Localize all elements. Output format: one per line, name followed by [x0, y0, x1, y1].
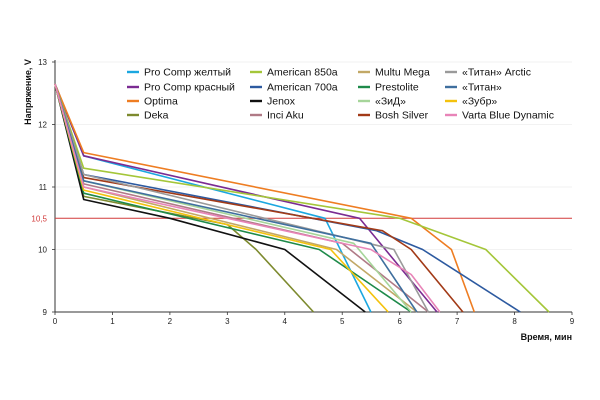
- legend-label-9: Prestolite: [375, 82, 419, 94]
- legend-label-8: Multu Mega: [375, 67, 430, 79]
- series-line-2: [54, 83, 476, 313]
- legend-label-4: American 850a: [267, 67, 338, 79]
- legend-label-10: «ЗиД»: [375, 96, 406, 108]
- series-line-15: [54, 83, 441, 313]
- y-tick-label-2: 11: [39, 183, 48, 192]
- y-axis-title: Напряжение, V: [23, 59, 33, 125]
- x-tick-label-6: 6: [397, 317, 402, 326]
- x-tick-label-0: 0: [53, 317, 58, 326]
- legend-label-12: «Титан» Arctic: [462, 67, 531, 79]
- legend-label-7: Inci Aku: [267, 110, 304, 122]
- x-tick-label-8: 8: [512, 317, 517, 326]
- x-tick-label-9: 9: [570, 317, 575, 326]
- series-lines: [54, 83, 550, 313]
- legend-label-1: Pro Comp красный: [144, 82, 235, 94]
- series-line-4: [54, 83, 550, 313]
- series-line-13: [54, 83, 418, 313]
- x-tick-label-1: 1: [110, 317, 115, 326]
- y-tick-label-0: 9: [43, 308, 48, 317]
- y-tick-label-3: 12: [38, 121, 47, 130]
- legend: Pro Comp желтый Pro Comp красный Optima Dek…: [127, 67, 554, 122]
- y-tick-label-1: 10: [38, 246, 47, 255]
- legend-label-3: Deka: [144, 110, 169, 122]
- x-axis-title: Время, мин: [521, 332, 572, 342]
- x-tick-label-4: 4: [283, 317, 288, 326]
- legend-label-2: Optima: [144, 96, 178, 108]
- x-tick-label-2: 2: [168, 317, 173, 326]
- series-line-8: [54, 83, 418, 313]
- x-tick-label-3: 3: [225, 317, 230, 326]
- x-tick-label-5: 5: [340, 317, 345, 326]
- legend-label-11: Bosh Silver: [375, 110, 429, 122]
- y-tick-label-4: 13: [38, 58, 47, 67]
- legend-label-13: «Титан»: [462, 82, 502, 94]
- series-line-12: [54, 83, 430, 313]
- legend-label-14: «Зубр»: [462, 96, 497, 108]
- x-tick-labels: 0 1 2 3 4 5 6 7 8 9: [53, 312, 575, 326]
- legend-label-6: Jenox: [267, 96, 296, 108]
- series-line-6: [54, 83, 366, 313]
- reference-line-label: 10,5: [31, 214, 47, 223]
- x-tick-label-7: 7: [455, 317, 460, 326]
- legend-label-15: Varta Blue Dynamic: [462, 110, 554, 122]
- y-tick-labels: 9 10 11 12 13: [38, 58, 55, 317]
- legend-label-5: American 700a: [267, 82, 338, 94]
- legend-label-0: Pro Comp желтый: [144, 67, 231, 79]
